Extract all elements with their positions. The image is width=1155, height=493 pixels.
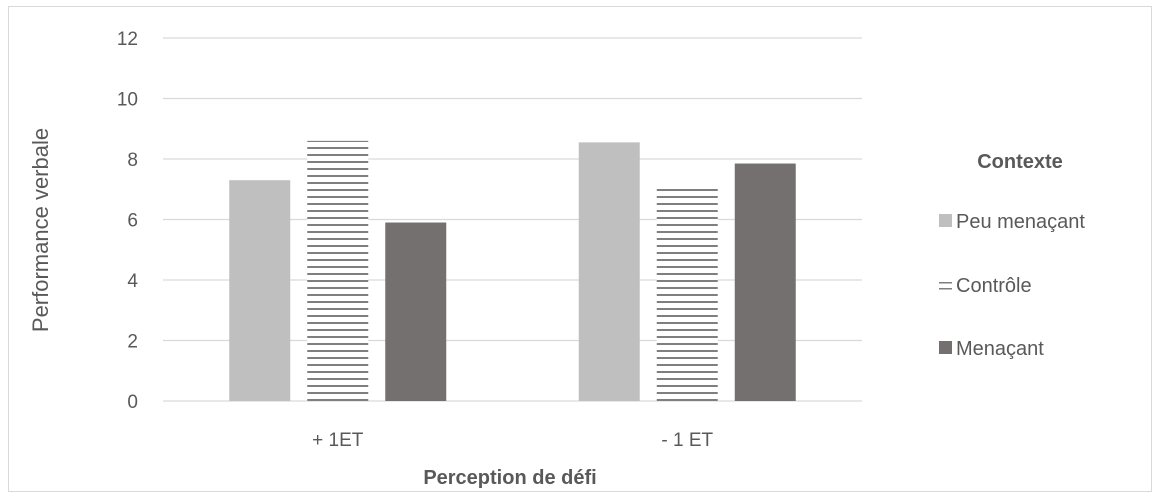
legend-swatch-contr-le xyxy=(939,282,952,284)
legend-swatch-contr-le-line xyxy=(939,288,952,290)
x-tick-label: - 1 ET xyxy=(661,430,713,451)
y-tick-label: 4 xyxy=(127,271,138,292)
y-tick-label: 8 xyxy=(127,150,138,171)
legend-label-contr-le: Contrôle xyxy=(956,275,1032,297)
legend-label-peu-mena-ant: Peu menaçant xyxy=(956,211,1085,233)
legend: Contexte Peu menaçant Contrôle Menaçant xyxy=(939,151,1085,360)
bar-mena-ant-1 xyxy=(385,222,447,401)
legend-title: Contexte xyxy=(977,151,1063,173)
legend-swatch-peu-mena-ant xyxy=(939,214,952,227)
bar-peu-mena-ant-2 xyxy=(578,142,640,402)
y-tick-label: 0 xyxy=(127,392,138,413)
y-axis-title: Performance verbale xyxy=(28,128,53,332)
y-tick-label: 6 xyxy=(127,211,138,232)
legend-label-mena-ant: Menaçant xyxy=(956,338,1044,360)
y-axis-ticks: 0 2 4 6 8 10 12 xyxy=(117,29,139,413)
y-tick-label: 12 xyxy=(117,29,138,50)
legend-swatch-mena-ant xyxy=(939,341,952,354)
bar-contr-le-2 xyxy=(656,184,718,401)
x-axis-title: Perception de défi xyxy=(423,467,596,489)
bar-peu-mena-ant-1 xyxy=(229,180,291,401)
y-tick-label: 10 xyxy=(117,90,138,111)
x-axis-ticks: + 1ET - 1 ET xyxy=(312,430,713,451)
x-tick-label: + 1ET xyxy=(312,430,364,451)
y-tick-label: 2 xyxy=(127,332,138,353)
bar-contr-le-1 xyxy=(307,140,369,401)
bar-mena-ant-2 xyxy=(734,163,796,401)
bars xyxy=(229,140,796,402)
